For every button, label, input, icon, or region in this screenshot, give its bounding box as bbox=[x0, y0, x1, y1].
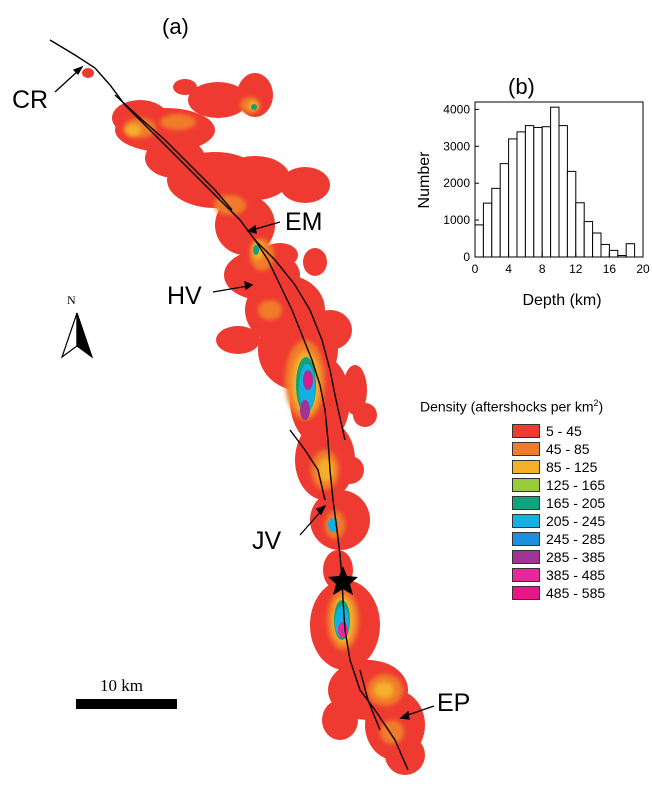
legend-range: 385 - 485 bbox=[546, 566, 606, 583]
place-label-hv: HV bbox=[167, 282, 202, 310]
histogram-bar bbox=[516, 131, 526, 258]
legend-range: 45 - 85 bbox=[546, 440, 590, 457]
legend-item: 285 - 385 bbox=[512, 548, 605, 566]
y-tick-label: 1000 bbox=[443, 213, 470, 227]
histogram-bar bbox=[558, 125, 568, 258]
north-arrow-icon bbox=[60, 312, 94, 359]
legend-item: 485 - 585 bbox=[512, 584, 605, 602]
histogram-frame bbox=[474, 101, 644, 258]
legend-swatch bbox=[512, 531, 540, 546]
place-label-cr: CR bbox=[12, 86, 49, 114]
legend-item: 125 - 165 bbox=[512, 476, 605, 494]
legend-swatch bbox=[512, 477, 540, 492]
histogram-bar bbox=[524, 125, 535, 258]
y-tick-label: 4000 bbox=[443, 102, 470, 116]
histogram-bar bbox=[600, 243, 610, 258]
y-tick-label: 2000 bbox=[443, 176, 470, 190]
legend-swatch bbox=[512, 423, 540, 438]
legend-item: 5 - 45 bbox=[512, 422, 605, 440]
epicenter-star bbox=[328, 566, 358, 595]
legend-range: 485 - 585 bbox=[546, 584, 606, 601]
histogram-bar bbox=[482, 202, 493, 258]
north-label: N bbox=[67, 293, 76, 307]
histogram-bar bbox=[508, 138, 518, 258]
y-tick-label: 3000 bbox=[443, 139, 470, 153]
legend-swatch bbox=[512, 567, 540, 582]
legend-range: 85 - 125 bbox=[546, 458, 598, 475]
histogram-bar bbox=[608, 249, 619, 258]
histogram-bar bbox=[592, 232, 602, 258]
scale-bar bbox=[76, 699, 177, 709]
histogram-ylabel: Number bbox=[416, 151, 433, 209]
legend-item: 205 - 245 bbox=[512, 512, 605, 530]
legend-swatch bbox=[512, 549, 540, 564]
fault-traces bbox=[49, 39, 409, 771]
histogram-bar bbox=[550, 106, 560, 258]
legend-rows: 5 - 45 45 - 85 85 - 125 125 - 165 165 - 205 2… bbox=[512, 422, 605, 602]
scale-bar-label: 10 km bbox=[100, 676, 143, 695]
legend-range: 245 - 285 bbox=[546, 530, 606, 547]
x-tick-label: 20 bbox=[636, 262, 650, 276]
histogram-bar bbox=[491, 187, 501, 258]
legend-range: 165 - 205 bbox=[546, 494, 606, 511]
x-tick-label: 12 bbox=[569, 262, 583, 276]
legend-item: 45 - 85 bbox=[512, 440, 605, 458]
histogram-bar bbox=[575, 202, 585, 258]
panel-b-label: (b) bbox=[508, 74, 535, 99]
panel-a-label: (a) bbox=[162, 14, 189, 39]
histogram-ticks: 0 4 8 12 16 20 0 1000 2000 3000 4000 bbox=[443, 102, 650, 276]
legend-range: 285 - 385 bbox=[546, 548, 606, 565]
histogram-bar bbox=[541, 126, 552, 258]
x-tick-label: 0 bbox=[472, 262, 479, 276]
legend-title: Density (aftershocks per km2) bbox=[420, 398, 604, 415]
place-label-ep: EP bbox=[437, 689, 471, 717]
legend-swatch bbox=[512, 513, 540, 528]
label-arrows bbox=[54, 65, 435, 720]
legend-swatch bbox=[512, 459, 540, 474]
legend-range: 5 - 45 bbox=[546, 422, 582, 439]
legend-item: 165 - 205 bbox=[512, 494, 605, 512]
x-tick-label: 4 bbox=[505, 262, 512, 276]
x-tick-label: 16 bbox=[603, 262, 617, 276]
place-label-jv: JV bbox=[252, 527, 282, 555]
histogram-bars bbox=[474, 106, 636, 258]
y-tick-label: 0 bbox=[463, 250, 470, 264]
legend-swatch bbox=[512, 495, 540, 510]
legend-range: 125 - 165 bbox=[546, 476, 606, 493]
density-legend: Density (aftershocks per km2) 5 - 45 45 -… bbox=[420, 398, 605, 602]
histogram-xlabel: Depth (km) bbox=[522, 292, 601, 309]
density-zone-core bbox=[300, 370, 348, 638]
histogram-bar bbox=[566, 170, 577, 258]
legend-item: 245 - 285 bbox=[512, 530, 605, 548]
legend-item: 385 - 485 bbox=[512, 566, 605, 584]
histogram-bar bbox=[625, 243, 636, 258]
histogram-bar bbox=[474, 224, 484, 258]
legend-range: 205 - 245 bbox=[546, 512, 606, 529]
x-tick-label: 8 bbox=[539, 262, 546, 276]
legend-swatch bbox=[512, 441, 540, 456]
histogram-bar bbox=[583, 221, 594, 258]
legend-item: 85 - 125 bbox=[512, 458, 605, 476]
histogram-bar bbox=[499, 163, 510, 258]
place-label-em: EM bbox=[285, 208, 323, 236]
legend-swatch bbox=[512, 585, 540, 600]
histogram-bar bbox=[533, 126, 543, 258]
